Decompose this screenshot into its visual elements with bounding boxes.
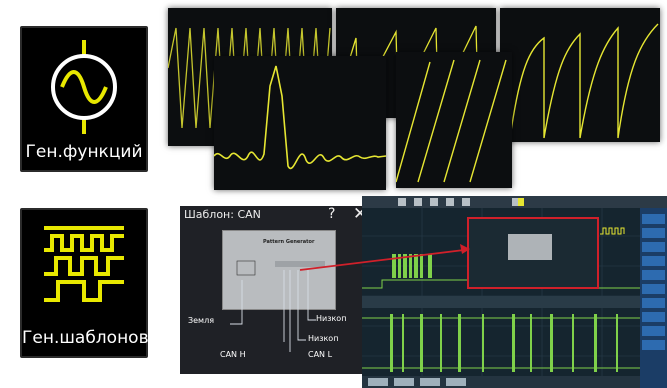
panel-title: Pattern Generator — [263, 239, 315, 245]
pin-label-low-1: Низкоп — [308, 334, 339, 343]
pattern-generator-tile[interactable]: Ген.шаблонов — [20, 208, 149, 358]
oscilloscope-screen-graphic — [362, 196, 667, 388]
dialog-title: Шаблон: CAN — [184, 208, 261, 221]
pattern-wave-icon — [44, 226, 124, 302]
help-icon[interactable]: ? — [328, 206, 336, 222]
function-generator-label: Ген.функций — [25, 142, 143, 162]
scope-screenshot-sawtooth — [396, 52, 512, 188]
pin-leader-lines — [230, 270, 316, 352]
sawtooth-trace — [396, 59, 507, 183]
pin-label-can-l: CAN L — [308, 350, 333, 359]
scope-screenshot-exp-ramp — [500, 8, 660, 142]
oscilloscope-screen-thumbnail — [362, 196, 667, 388]
scope-screenshot-sinc — [214, 56, 386, 190]
pin-label-can-h: CAN H — [220, 350, 246, 359]
pattern-dialog: Шаблон: CAN ? ✕ Pattern Generator Земля … — [180, 204, 376, 374]
pattern-generator-label: Ген.шаблонов — [22, 328, 149, 348]
exp-ramp-trace — [509, 23, 659, 139]
sinc-wave-trace — [214, 65, 386, 170]
pin-label-low-2: Низкоп — [316, 314, 347, 323]
sine-wave-icon — [51, 40, 117, 134]
pin-label-ground: Земля — [188, 316, 215, 325]
pattern-generator-panel: Pattern Generator — [222, 230, 336, 310]
function-generator-tile[interactable]: Ген.функций — [20, 26, 148, 172]
